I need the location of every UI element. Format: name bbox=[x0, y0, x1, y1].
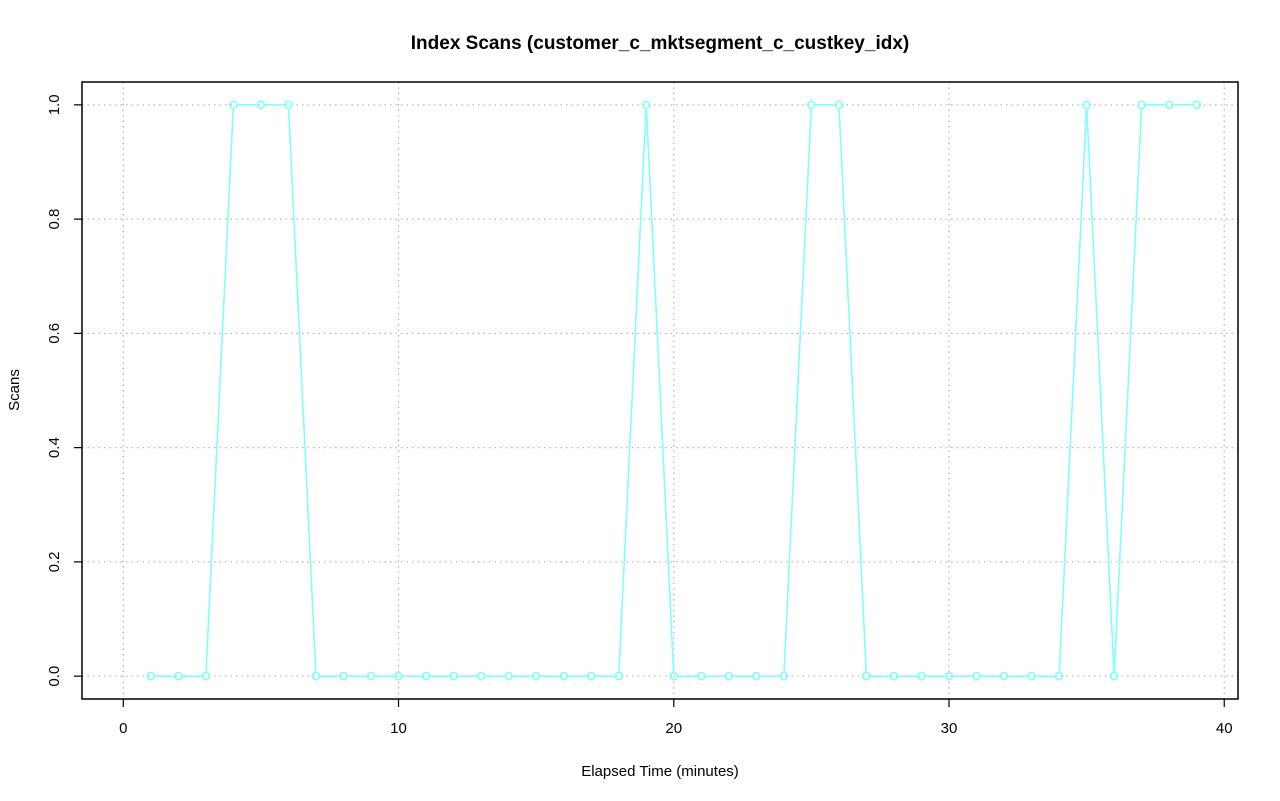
x-tick-label: 40 bbox=[1216, 720, 1233, 737]
data-point bbox=[724, 671, 734, 681]
x-axis-label: Elapsed Time (minutes) bbox=[581, 763, 739, 780]
data-point bbox=[696, 671, 706, 681]
data-point bbox=[806, 100, 816, 110]
data-point bbox=[1027, 671, 1036, 681]
data-point bbox=[1164, 100, 1174, 110]
grid-lines bbox=[82, 82, 1238, 699]
data-point bbox=[944, 671, 954, 681]
x-tick-label: 20 bbox=[665, 720, 682, 737]
y-tick-label: 0.6 bbox=[46, 323, 63, 344]
x-tick-label: 10 bbox=[390, 720, 407, 737]
series-line-segment bbox=[838, 109, 868, 672]
y-axis: 0.0 0.2 0.4 0.6 0.8 1.0 bbox=[46, 94, 82, 687]
data-point bbox=[449, 671, 458, 681]
series-points bbox=[146, 100, 1202, 681]
data-point bbox=[559, 671, 569, 681]
data-point bbox=[504, 671, 514, 681]
data-point bbox=[1109, 671, 1119, 681]
data-point bbox=[889, 671, 899, 681]
data-point bbox=[586, 671, 596, 681]
series-lines bbox=[155, 104, 1193, 677]
y-tick-label: 0.2 bbox=[46, 551, 63, 572]
data-point bbox=[862, 671, 871, 681]
data-point bbox=[394, 671, 403, 681]
data-point bbox=[1137, 100, 1147, 110]
y-tick-label: 0.8 bbox=[46, 209, 63, 230]
data-point bbox=[173, 671, 183, 681]
data-point bbox=[339, 671, 348, 681]
series-line-segment bbox=[287, 109, 317, 672]
data-point bbox=[531, 671, 541, 681]
data-point bbox=[1192, 100, 1202, 110]
y-tick-label: 0.4 bbox=[46, 437, 63, 458]
data-point bbox=[1054, 671, 1064, 681]
data-point bbox=[228, 100, 238, 110]
y-axis-label: Scans bbox=[6, 369, 23, 411]
data-point bbox=[366, 671, 376, 681]
y-tick-label: 1.0 bbox=[46, 94, 63, 115]
data-point bbox=[421, 671, 431, 681]
data-point bbox=[917, 671, 926, 681]
series-line-segment bbox=[1058, 109, 1088, 672]
data-point bbox=[669, 671, 679, 681]
data-point bbox=[146, 671, 156, 681]
data-point bbox=[284, 100, 293, 110]
plot-frame bbox=[81, 81, 1239, 700]
series-line-segment bbox=[645, 109, 675, 672]
data-point bbox=[779, 671, 789, 681]
data-point bbox=[972, 671, 981, 681]
data-point bbox=[311, 671, 321, 681]
series-line-segment bbox=[1086, 109, 1115, 672]
x-tick-label: 0 bbox=[119, 720, 127, 737]
series-line-segment bbox=[783, 109, 812, 672]
series-line-segment bbox=[1113, 109, 1143, 672]
x-axis: 0 10 20 30 40 bbox=[119, 699, 1233, 737]
series-line-segment bbox=[618, 109, 647, 672]
data-point bbox=[641, 100, 651, 110]
y-tick-label: 0.0 bbox=[46, 666, 63, 687]
data-point bbox=[476, 671, 486, 681]
chart-title: Index Scans (customer_c_mktsegment_c_cus… bbox=[411, 33, 909, 54]
data-point bbox=[834, 100, 844, 110]
data-point bbox=[1082, 100, 1092, 110]
x-tick-label: 30 bbox=[941, 720, 958, 737]
data-point bbox=[614, 671, 624, 681]
data-point bbox=[201, 671, 211, 681]
series-line-segment bbox=[205, 109, 234, 672]
data-point bbox=[256, 100, 266, 110]
data-point bbox=[751, 671, 761, 681]
data-point bbox=[999, 671, 1009, 681]
